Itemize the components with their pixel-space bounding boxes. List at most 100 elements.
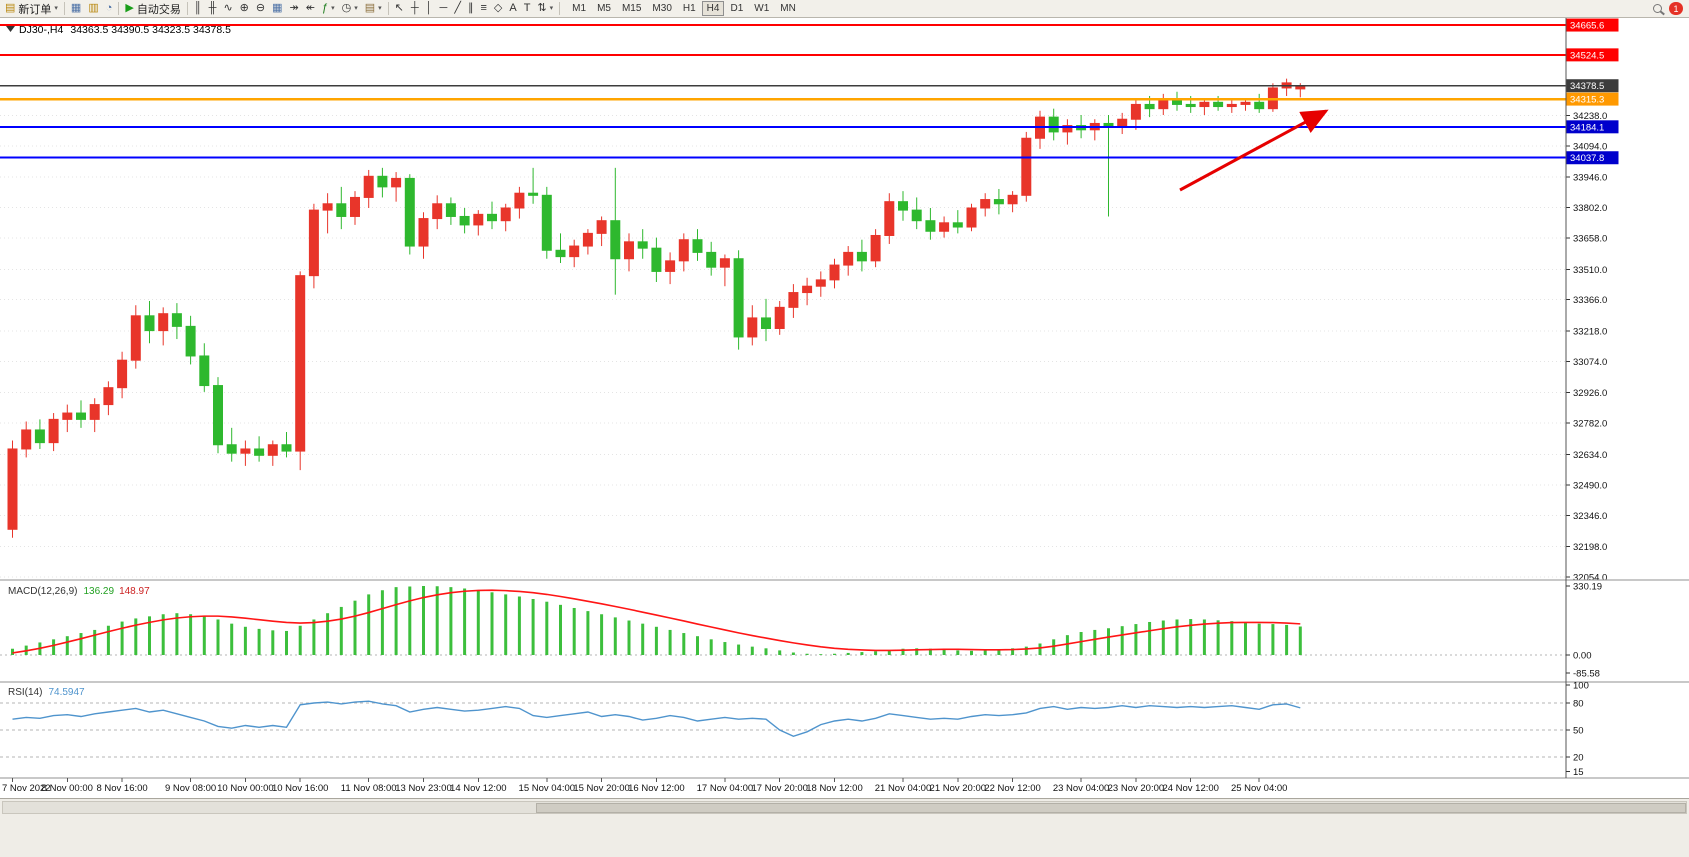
rsi-scale-label: 100 (1573, 681, 1589, 692)
text-label-button[interactable]: T (521, 1, 534, 17)
tile-windows-button[interactable]: ▦ (269, 1, 285, 17)
top-toolbar: ▤ 新订单 ▾ ▦ ▥ ◔ ▶ 自动交易 ║ ╫ ∿ ⊕ ⊖ ▦ ↠ ↞ ƒ ▾ ◷ ▾ ▤ ▾ ↖ ┼ │ ─ ╱ ∥… (0, 0, 1689, 18)
text-button[interactable]: A (506, 1, 519, 17)
candle-body (213, 385, 223, 446)
timeframe-m15[interactable]: M15 (617, 1, 646, 16)
channel-button[interactable]: ∥ (465, 1, 477, 17)
time-label: 7 Nov 2022 (2, 783, 51, 794)
candle-body (404, 177, 415, 247)
horizontal-line-icon: ─ (439, 2, 448, 14)
price-label: 32926.0 (1573, 388, 1607, 399)
candle-body (267, 444, 278, 456)
candle-body (1117, 118, 1128, 127)
auto-trading-label: 自动交易 (136, 3, 181, 16)
price-badge (1566, 18, 1619, 32)
templates-button[interactable]: ▤ ▾ (362, 1, 385, 17)
chevron-down-icon: ▾ (54, 5, 58, 12)
timeframe-m30[interactable]: M30 (647, 1, 676, 16)
price-label: 34094.0 (1573, 141, 1607, 152)
candle-body (322, 203, 333, 211)
timeframe-m1[interactable]: M1 (567, 1, 591, 16)
candle-body (637, 241, 648, 249)
candle-body (610, 220, 621, 260)
data-window-button[interactable]: ◔ (103, 1, 116, 17)
price-chart[interactable]: 34238.0 34094.0 33946.0 33802.0 33658.0 33510… (0, 18, 1689, 798)
shapes-button[interactable]: ◇ (491, 1, 505, 17)
candle-body (350, 196, 360, 217)
rsi-scale-label: 15 (1573, 767, 1584, 778)
new-order-label: 新订单 (18, 3, 52, 16)
market-watch-icon: ▥ (88, 2, 99, 14)
zoom-out-button[interactable]: ⊖ (253, 1, 268, 17)
candle-body (952, 222, 963, 228)
time-label: 25 Nov 04:00 (1231, 783, 1288, 794)
timeframe-d1[interactable]: D1 (725, 1, 748, 16)
timeframe-mn[interactable]: MN (775, 1, 801, 16)
price-label: 33218.0 (1573, 327, 1607, 338)
notification-badge[interactable]: 1 (1669, 2, 1683, 15)
crosshair-button[interactable]: ┼ (408, 1, 422, 17)
market-watch-button[interactable]: ▥ (85, 1, 101, 17)
search-icon[interactable] (1653, 4, 1662, 13)
candle-body (1172, 99, 1182, 105)
candle-body (240, 448, 251, 454)
time-label: 8 Nov 16:00 (96, 783, 147, 794)
price-label: 32198.0 (1573, 542, 1607, 553)
macd-scale-label: 330.19 (1573, 581, 1602, 592)
candle-body (48, 418, 59, 444)
chart-shift-button[interactable]: ↞ (303, 1, 318, 17)
channel-icon: ∥ (467, 2, 474, 14)
cursor-button[interactable]: ↖ (392, 1, 407, 17)
scrollbar-thumb[interactable] (536, 802, 1686, 813)
candle-body (377, 175, 388, 188)
line-chart-button[interactable]: ∿ (220, 1, 235, 17)
vertical-line-button[interactable]: │ (423, 1, 436, 17)
candle-body (925, 220, 936, 232)
candle-body (199, 355, 210, 387)
trendline-button[interactable]: ╱ (451, 1, 464, 17)
line-chart-icon: ∿ (223, 2, 233, 14)
candle-body (802, 285, 813, 294)
candles-layer (7, 78, 1306, 538)
time-periods-button[interactable]: ◷ ▾ (339, 1, 361, 17)
candle-body (432, 203, 443, 220)
trend-arrow[interactable] (1179, 109, 1329, 192)
macd-label: MACD(12,26,9) 136.29 148.97 (8, 586, 150, 597)
charts-button[interactable]: ▦ (68, 1, 84, 17)
candlestick-chart-button[interactable]: ╫ (206, 1, 220, 17)
time-label: 17 Nov 20:00 (751, 783, 808, 794)
trendline-icon: ╱ (454, 2, 461, 14)
candle-body (117, 359, 128, 389)
chart-title-collapse-icon[interactable] (6, 26, 15, 32)
zoom-in-button[interactable]: ⊕ (237, 1, 252, 17)
timeframe-w1[interactable]: W1 (749, 1, 774, 16)
bar-chart-button[interactable]: ║ (191, 1, 205, 17)
horizontal-line-button[interactable]: ─ (437, 1, 451, 17)
timeframe-h4[interactable]: H4 (701, 1, 725, 16)
crosshair-icon: ┼ (410, 2, 419, 14)
new-order-button[interactable]: ▤ 新订单 ▾ (2, 1, 61, 17)
auto-trading-button[interactable]: ▶ 自动交易 (122, 1, 183, 17)
arrows-button[interactable]: ⇅ ▾ (534, 1, 556, 17)
indicators-button[interactable]: ƒ ▾ (319, 1, 338, 17)
auto-scroll-button[interactable]: ↠ (287, 1, 302, 17)
candle-body (1240, 101, 1251, 105)
time-label: 21 Nov 04:00 (875, 783, 932, 794)
chart-shift-icon: ↞ (305, 2, 315, 14)
candle-body (966, 207, 977, 228)
price-badge-label: 34665.6 (1570, 21, 1604, 32)
horizontal-scrollbar[interactable] (2, 801, 1687, 814)
candle-body (445, 203, 456, 217)
toolbar-group-windows: ▦ ▥ ◔ (68, 1, 115, 17)
candle-body (1062, 125, 1073, 133)
templates-icon: ▤ (364, 2, 376, 14)
fibonacci-button[interactable]: ≡ (477, 1, 489, 17)
price-label: 33658.0 (1573, 234, 1607, 245)
timeframe-h1[interactable]: H1 (678, 1, 701, 16)
price-badge (1566, 92, 1619, 106)
candle-body (158, 313, 169, 332)
candle-body (980, 199, 991, 209)
timeframe-m5[interactable]: M5 (592, 1, 616, 16)
candle-body (569, 245, 580, 258)
bar-chart-icon: ║ (193, 2, 202, 14)
